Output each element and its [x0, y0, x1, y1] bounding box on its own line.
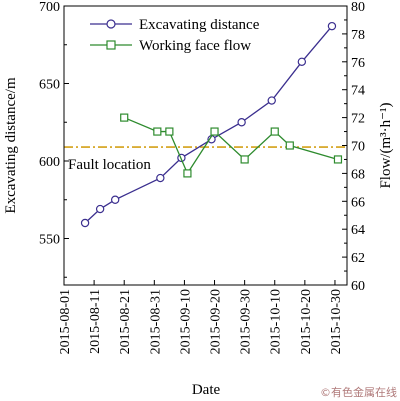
x-tick-label: 2015-08-31	[148, 289, 163, 354]
data-point-working-face-flow	[165, 127, 174, 136]
series-line-1	[123, 117, 339, 175]
x-tick-label: 2015-09-20	[209, 289, 224, 354]
data-point-excavating-distance	[156, 173, 165, 183]
left-y-tick-label: 700	[39, 0, 60, 15]
x-tick-label: 2015-09-10	[178, 289, 193, 354]
working-face-flow-series	[120, 113, 343, 178]
left-y-axis-title: Excavating distance/m	[3, 77, 19, 214]
left-y-tick-label: 650	[39, 78, 60, 93]
data-point-working-face-flow	[210, 127, 219, 136]
right-y-tick-label: 62	[351, 251, 365, 266]
right-y-tick-label: 64	[351, 223, 365, 238]
x-tick-label: 2015-08-11	[88, 289, 103, 354]
right-y-tick-label: 70	[351, 140, 365, 155]
x-axis: 2015-08-01 2015-08-11 2015-08-21 2015-08-31…	[58, 280, 344, 354]
x-axis-title: Date	[192, 382, 221, 398]
series-line-0	[84, 25, 333, 224]
x-tick-label: 2015-08-21	[118, 289, 133, 354]
right-y-tick-label: 72	[351, 112, 365, 127]
x-tick-label: 2015-08-01	[58, 289, 73, 354]
data-point-excavating-distance	[95, 204, 105, 214]
data-point-excavating-distance	[297, 57, 307, 67]
right-y-tick-label: 66	[351, 195, 365, 210]
left-y-axis: 550 600 650 700	[39, 0, 69, 278]
data-point-working-face-flow	[333, 155, 343, 164]
x-tick-label: 2015-10-30	[329, 289, 344, 354]
data-point-working-face-flow	[120, 113, 129, 122]
legend-swatch-excavating-marker	[106, 19, 116, 29]
right-y-tick-label: 78	[351, 28, 365, 43]
data-point-working-face-flow	[285, 141, 294, 150]
data-point-excavating-distance	[110, 195, 120, 204]
x-tick-label: 2015-09-30	[239, 289, 254, 354]
data-point-working-face-flow	[153, 127, 162, 136]
data-point-working-face-flow	[240, 155, 249, 164]
data-point-working-face-flow	[270, 127, 279, 136]
right-y-tick-label: 60	[351, 279, 365, 294]
right-y-axis-title: Flow/(m³·h⁻¹)	[378, 102, 394, 188]
right-y-axis: 60 62 64 66 68 70 72 74 76 78 80	[342, 0, 365, 294]
right-y-tick-label: 80	[351, 0, 365, 15]
watermark: ©有色金属在线	[320, 385, 397, 399]
x-tick-label: 2015-10-20	[299, 289, 314, 354]
right-y-tick-label: 74	[351, 84, 365, 99]
left-y-tick-label: 600	[39, 155, 60, 170]
right-y-tick-label: 68	[351, 167, 365, 182]
left-y-tick-label: 550	[39, 233, 60, 248]
x-tick-label: 2015-10-10	[269, 289, 284, 354]
right-y-tick-label: 76	[351, 56, 365, 71]
legend: Excavating distance Working face flow	[90, 17, 260, 54]
legend-swatch-flow-marker	[106, 40, 116, 50]
data-point-excavating-distance	[267, 96, 276, 105]
data-point-working-face-flow	[183, 169, 192, 178]
data-point-excavating-distance	[327, 21, 337, 31]
data-point-excavating-distance	[80, 218, 90, 228]
data-point-excavating-distance	[237, 118, 246, 127]
legend-label-working-face-flow: Working face flow	[139, 38, 251, 54]
legend-label-excavating-distance: Excavating distance	[139, 17, 260, 33]
fault-location-label: Fault location	[68, 157, 151, 173]
